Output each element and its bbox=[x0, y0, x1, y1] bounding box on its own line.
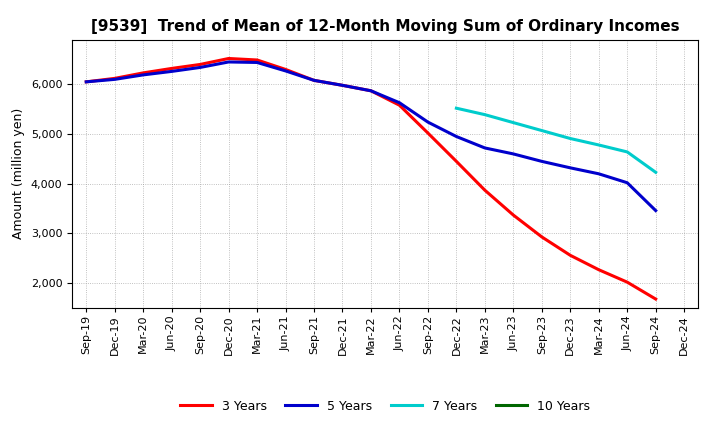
3 Years bbox=[196, 62, 204, 67]
5 Years bbox=[395, 100, 404, 105]
5 Years bbox=[623, 180, 631, 185]
3 Years bbox=[338, 83, 347, 88]
5 Years bbox=[480, 145, 489, 150]
7 Years bbox=[509, 120, 518, 125]
5 Years bbox=[452, 134, 461, 139]
3 Years bbox=[167, 66, 176, 71]
5 Years bbox=[139, 72, 148, 77]
3 Years bbox=[480, 187, 489, 193]
7 Years bbox=[623, 149, 631, 154]
5 Years bbox=[366, 88, 375, 93]
5 Years bbox=[282, 68, 290, 73]
3 Years bbox=[452, 159, 461, 164]
3 Years bbox=[652, 297, 660, 302]
Y-axis label: Amount (million yen): Amount (million yen) bbox=[12, 108, 25, 239]
5 Years bbox=[652, 208, 660, 213]
Title: [9539]  Trend of Mean of 12-Month Moving Sum of Ordinary Incomes: [9539] Trend of Mean of 12-Month Moving … bbox=[91, 19, 680, 34]
3 Years bbox=[310, 78, 318, 83]
3 Years bbox=[282, 67, 290, 72]
5 Years bbox=[196, 65, 204, 70]
5 Years bbox=[110, 77, 119, 82]
3 Years bbox=[623, 279, 631, 285]
3 Years bbox=[537, 234, 546, 239]
5 Years bbox=[225, 59, 233, 65]
7 Years bbox=[566, 136, 575, 141]
5 Years bbox=[167, 69, 176, 74]
5 Years bbox=[566, 165, 575, 170]
5 Years bbox=[595, 171, 603, 176]
3 Years bbox=[423, 130, 432, 136]
3 Years bbox=[110, 76, 119, 81]
7 Years bbox=[480, 112, 489, 117]
3 Years bbox=[566, 253, 575, 258]
3 Years bbox=[366, 88, 375, 93]
3 Years bbox=[139, 70, 148, 76]
5 Years bbox=[338, 83, 347, 88]
7 Years bbox=[452, 106, 461, 111]
3 Years bbox=[82, 79, 91, 84]
5 Years bbox=[509, 151, 518, 157]
3 Years bbox=[595, 267, 603, 272]
3 Years bbox=[509, 213, 518, 218]
5 Years bbox=[310, 78, 318, 83]
Legend: 3 Years, 5 Years, 7 Years, 10 Years: 3 Years, 5 Years, 7 Years, 10 Years bbox=[176, 395, 595, 418]
3 Years bbox=[395, 103, 404, 108]
5 Years bbox=[82, 79, 91, 84]
5 Years bbox=[537, 159, 546, 164]
Line: 3 Years: 3 Years bbox=[86, 59, 656, 299]
Line: 5 Years: 5 Years bbox=[86, 62, 656, 211]
3 Years bbox=[253, 57, 261, 62]
7 Years bbox=[652, 170, 660, 175]
7 Years bbox=[537, 128, 546, 133]
5 Years bbox=[423, 120, 432, 125]
5 Years bbox=[253, 60, 261, 65]
Line: 7 Years: 7 Years bbox=[456, 108, 656, 172]
7 Years bbox=[595, 142, 603, 147]
3 Years bbox=[225, 56, 233, 61]
